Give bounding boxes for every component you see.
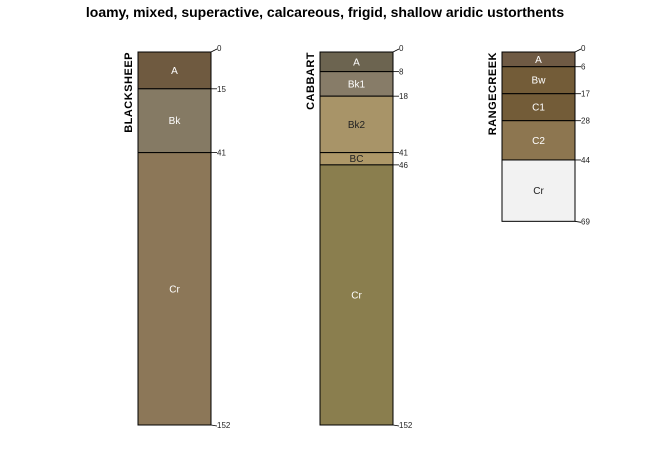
depth-tick-label: 69: [581, 217, 590, 226]
depth-tick: [392, 424, 400, 427]
depth-tick-label: 41: [217, 149, 226, 158]
depth-tick-label: 0: [581, 44, 586, 53]
horizon-label: A: [353, 57, 360, 68]
profile-name: CABBART: [305, 52, 317, 110]
horizon-a: [137, 51, 212, 90]
depth-tick-label: 18: [399, 92, 408, 101]
depth-tick-label: 0: [217, 44, 222, 53]
depth-tick-label: 0: [399, 44, 404, 53]
horizon-bw: [501, 66, 576, 95]
depth-tick: [574, 48, 582, 53]
horizon-label: C1: [532, 103, 545, 114]
depth-tick: [210, 424, 218, 427]
horizon-label: A: [535, 55, 542, 66]
horizon-label: Cr: [169, 284, 180, 295]
horizon-cr: [137, 152, 212, 426]
horizon-label: Bw: [532, 76, 547, 87]
horizon-label: Bk: [169, 116, 182, 127]
horizon-label: A: [171, 66, 178, 77]
horizon-c2: [501, 120, 576, 161]
depth-tick: [210, 48, 218, 53]
horizon-label: BC: [350, 154, 364, 165]
depth-tick: [392, 48, 400, 53]
depth-tick-label: 28: [581, 117, 590, 126]
depth-tick-label: 6: [581, 63, 586, 72]
horizon-cr: [319, 164, 394, 426]
horizon-bk1: [319, 71, 394, 97]
horizon-c1: [501, 93, 576, 122]
horizon-label: C2: [532, 136, 545, 147]
profile-name: RANGECREEK: [487, 52, 499, 135]
depth-tick: [574, 220, 582, 223]
horizon-cr: [501, 159, 576, 222]
horizon-label: Cr: [533, 186, 544, 197]
depth-tick-label: 17: [581, 90, 590, 99]
depth-tick-label: 152: [217, 421, 231, 430]
horizon-label: Bk1: [348, 79, 366, 90]
depth-tick-label: 41: [399, 149, 408, 158]
depth-tick-label: 46: [399, 161, 408, 170]
horizon-label: Bk2: [348, 120, 366, 131]
chart-title: loamy, mixed, superactive, calcareous, f…: [85, 4, 565, 20]
depth-tick-label: 15: [217, 85, 226, 94]
profile-name: BLACKSHEEP: [123, 52, 135, 133]
depth-tick-label: 152: [399, 421, 413, 430]
depth-tick-label: 44: [581, 156, 590, 165]
horizon-label: Cr: [351, 290, 362, 301]
depth-tick-label: 8: [399, 68, 404, 77]
